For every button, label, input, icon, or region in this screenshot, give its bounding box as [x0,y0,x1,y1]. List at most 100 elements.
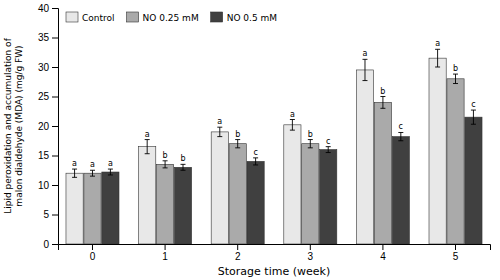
error-bar [108,169,113,175]
error-cap [435,67,440,68]
error-cap [398,132,403,133]
legend-label: Control [82,13,115,23]
error-cap [90,170,95,171]
x-tick-label: 2 [235,251,241,262]
y-tick-label: 25 [38,91,50,102]
y-tick-mark [52,8,58,9]
y-tick-mark [52,97,58,98]
y-tick-label: 40 [38,3,50,14]
error-line [92,170,93,176]
significance-letter: a [108,159,113,168]
x-tick: 4 [380,244,386,262]
error-cap [398,140,403,141]
y-axis: 0 5 10 15 20 25 30 35 40 [38,3,59,250]
error-bar [253,158,258,165]
y-tick-label: 0 [43,239,49,250]
bar [66,173,83,244]
x-tick-label: 0 [90,251,96,262]
y-tick-label: 5 [43,209,49,220]
x-tick-mark [382,244,383,250]
significance-letter: c [326,137,330,146]
legend-swatch [127,12,139,22]
bar [102,172,119,244]
bar [284,125,301,244]
y-tick: 25 [38,91,58,102]
y-axis-title-line: Lipid peroxidation and accumulation of [3,37,13,213]
bar [429,58,446,244]
error-bar [163,161,168,168]
error-bar [398,132,403,140]
error-cap [308,139,313,140]
y-tick-label: 30 [38,62,50,73]
error-line [310,140,311,148]
error-cap [181,164,186,165]
error-bar [72,169,77,177]
error-bar [453,74,458,83]
bar [211,132,228,244]
significance-letter: c [399,122,403,131]
bar [356,70,373,244]
plot-area: 0510152025303540012345Storage time (week… [3,3,490,278]
error-cap [253,157,258,158]
error-cap [362,59,367,60]
x-tick-mark [310,244,311,250]
error-bar [326,147,331,153]
error-cap [471,124,476,125]
bar [447,79,464,244]
bar [174,167,191,244]
bar [229,144,246,244]
error-cap [72,169,77,170]
x-tick: 0 [90,244,96,262]
error-bar [290,120,295,131]
error-line [437,49,438,67]
y-tick: 35 [38,32,58,43]
error-bar [145,140,150,154]
y-tick: 15 [38,150,58,161]
bar [465,117,482,244]
legend-item: NO 0.5 mM [211,12,277,23]
bar [302,144,319,244]
error-cap [235,147,240,148]
significance-letter: b [453,64,458,73]
y-tick-mark [52,215,58,216]
significance-letter: a [290,110,295,119]
error-bar [181,164,186,170]
x-tick: 3 [308,244,314,262]
y-tick-mark [52,156,58,157]
significance-letter: a [72,159,77,168]
error-bar [362,59,367,80]
error-cap [217,127,222,128]
error-cap [72,177,77,178]
significance-letter: c [471,100,475,109]
significance-letter: b [308,130,313,139]
error-cap [453,83,458,84]
error-line [400,132,401,140]
error-line [237,140,238,148]
y-tick-label: 10 [38,180,50,191]
error-line [110,169,111,175]
y-tick: 40 [38,3,58,14]
error-cap [326,146,331,147]
error-cap [108,169,113,170]
bar-letters: aaaaaaabbbbbabcccc [72,39,476,169]
error-bar [471,110,476,124]
error-cap [290,130,295,131]
x-axis: 012345 [59,244,491,262]
significance-letter: a [145,130,150,139]
error-cap [163,160,168,161]
x-tick-label: 4 [380,251,386,262]
error-cap [108,174,113,175]
y-tick: 10 [38,180,58,191]
error-bar [90,170,95,176]
error-bar [235,140,240,148]
significance-letter: a [363,49,368,58]
y-tick-label: 20 [38,121,50,132]
error-cap [471,110,476,111]
y-tick: 20 [38,121,58,132]
y-tick-mark [52,67,58,68]
significance-letter: a [217,117,222,126]
error-cap [145,139,150,140]
axis-line [52,9,59,245]
significance-letter: b [180,154,185,163]
y-tick-label: 35 [38,32,50,43]
